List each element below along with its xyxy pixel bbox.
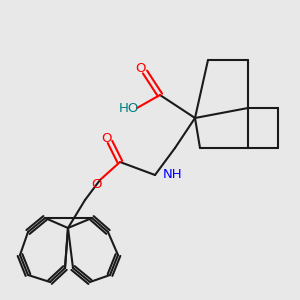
Text: NH: NH [163, 167, 183, 181]
Text: O: O [136, 61, 146, 74]
Text: O: O [101, 131, 111, 145]
Text: O: O [91, 178, 101, 190]
Text: HO: HO [119, 101, 139, 115]
